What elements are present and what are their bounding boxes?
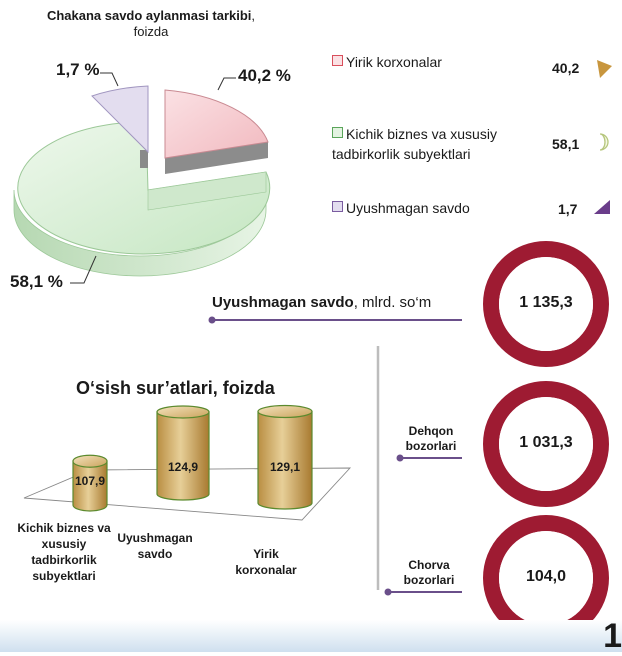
uyushmagan-title-unit: , mlrd. so‘m bbox=[353, 294, 432, 311]
ring-1 bbox=[483, 241, 609, 367]
legend-icon-uyushmagan bbox=[594, 200, 610, 214]
legend-item-uyushmagan: Uyushmagan savdo bbox=[332, 198, 470, 218]
legend-swatch bbox=[332, 201, 343, 212]
pie-label-kichik: 58,1 % bbox=[10, 272, 63, 291]
bar-value-kichik: 107,9 bbox=[74, 474, 106, 488]
ring-value-2: 1 031,3 bbox=[519, 434, 573, 451]
legend-icon-kichik bbox=[599, 133, 609, 151]
pie-slice-yirik-korxonalar-side bbox=[165, 142, 268, 174]
ring-value-3: 104,0 bbox=[525, 568, 567, 585]
pie-chart-title-unit: , foizda bbox=[133, 8, 256, 39]
pie-slice-uyushmagan-savdo-side bbox=[140, 150, 148, 168]
growth-bar-2 bbox=[156, 405, 210, 501]
pie-chart-title-main: Chakana savdo aylanmasi tarkibi bbox=[46, 8, 252, 23]
pie-slice-kichik-biznes bbox=[17, 121, 271, 255]
uyushmagan-title-main: Uyushmagan savdo bbox=[212, 294, 354, 311]
legend-value-uyushmagan: 1,7 bbox=[558, 201, 578, 217]
pie-label-yirik: 40,2 % bbox=[238, 66, 291, 85]
growth-chart-title: O‘sish sur’atlari, foizda bbox=[76, 378, 275, 398]
page-number: 1 bbox=[603, 617, 622, 655]
legend-item-yirik: Yirik korxonalar bbox=[332, 52, 442, 72]
legend-label: Kichik biznes va xususiy tadbirkorlik su… bbox=[332, 126, 497, 162]
legend-swatch bbox=[332, 55, 343, 66]
legend-icon-yirik bbox=[597, 60, 612, 78]
bar-category-uyushmagan: Uyushmagan savdo bbox=[117, 531, 193, 561]
ring-value-1: 1 135,3 bbox=[519, 294, 573, 311]
bar-value-uyushmagan: 124,9 bbox=[167, 460, 199, 474]
legend-swatch bbox=[332, 127, 343, 138]
dehqon-bozorlari-label: Dehqon bozorlari bbox=[405, 424, 457, 453]
bottom-band bbox=[0, 620, 622, 652]
legend-label: Uyushmagan savdo bbox=[346, 200, 470, 216]
growth-bar-3 bbox=[257, 404, 313, 510]
pie-slice-kichik-biznes-side bbox=[13, 189, 267, 277]
uyushmagan-title: Uyushmagan savdo, mlrd. so‘m bbox=[212, 294, 431, 311]
legend-value-yirik: 40,2 bbox=[552, 60, 580, 76]
chorva-bozorlari-label: Chorva bozorlari bbox=[403, 558, 455, 587]
bar-value-yirik: 129,1 bbox=[269, 460, 301, 474]
pie-slice-yirik-korxonalar bbox=[164, 89, 269, 159]
growth-bar-1 bbox=[72, 454, 108, 512]
pie-chart-title: Chakana savdo aylanmasi tarkibi, foizda bbox=[46, 8, 256, 40]
bar-category-kichik: Kichik biznes va xususiy tadbirkorlik su… bbox=[17, 521, 111, 583]
bar-chart-floor bbox=[23, 467, 352, 521]
legend-item-kichik: Kichik biznes va xususiy tadbirkorlik su… bbox=[332, 124, 542, 164]
bar-category-yirik: Yirik korxonalar bbox=[235, 547, 297, 577]
ring-2 bbox=[483, 381, 609, 507]
pie-label-uyushmagan: 1,7 % bbox=[56, 60, 100, 79]
pie-slice-uyushmagan-savdo bbox=[91, 85, 149, 154]
legend-value-kichik: 58,1 bbox=[552, 136, 580, 152]
legend-label: Yirik korxonalar bbox=[346, 54, 442, 70]
